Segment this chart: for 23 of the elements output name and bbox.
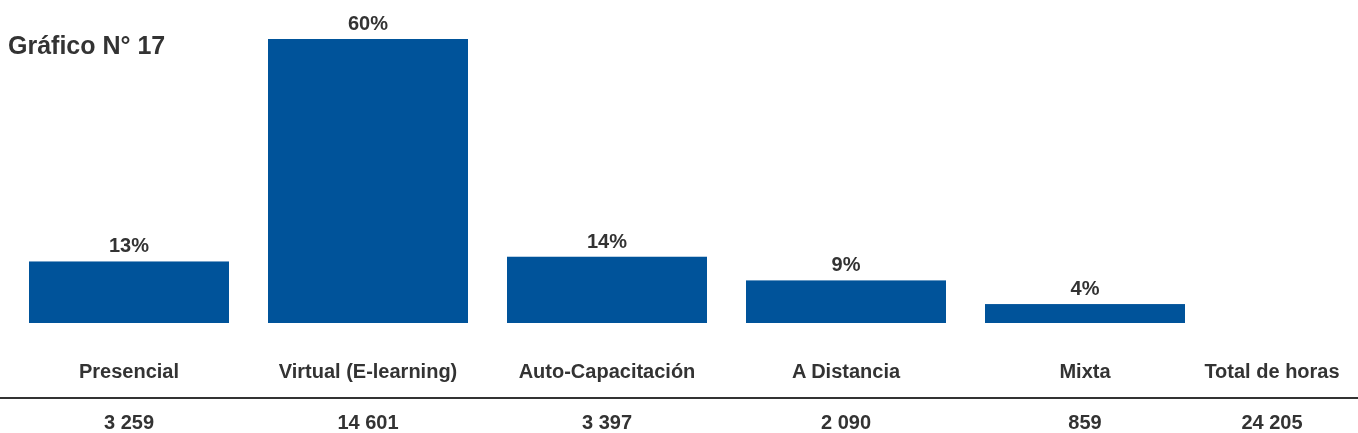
bar [29,261,229,323]
x-tick-label: Virtual (E-learning) [278,360,458,382]
text: 24 205 [1241,411,1303,433]
x-tick-label: A Distancia [791,360,901,382]
text: 14 601 [337,411,399,433]
text: 3 259 [103,411,155,433]
data-label: 60% [347,12,389,34]
x-tick-label: Auto-Capacitación [518,360,696,382]
bar [268,39,468,323]
text: 3 397 [581,411,633,433]
bar [985,304,1185,323]
text: 2 090 [820,411,872,433]
bar [746,280,946,323]
bar [507,256,707,323]
x-tick-label: Mixta [1059,360,1112,382]
x-tick-label: Total de horas [1204,360,1340,382]
data-label: 14% [586,229,628,252]
data-label: 9% [831,253,861,276]
data-label: 4% [1070,277,1100,300]
data-label: 13% [108,234,150,257]
text: 859 [1068,411,1102,433]
x-tick-label: Presencial [78,360,180,382]
chart-title: Gráfico N° 17 [8,31,166,59]
